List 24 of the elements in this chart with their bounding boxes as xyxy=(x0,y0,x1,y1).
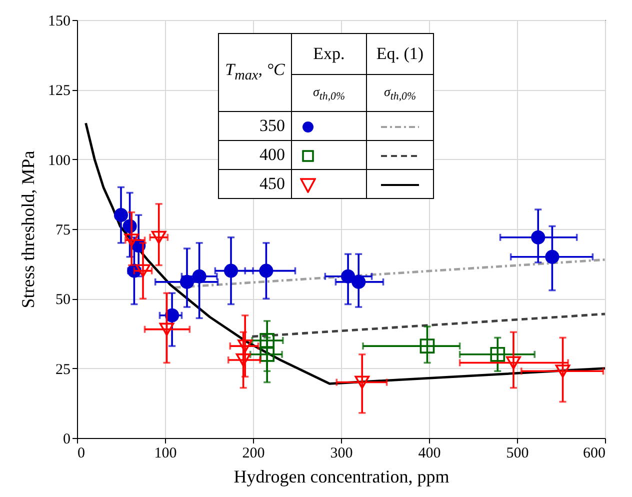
y-tick-label: 50 xyxy=(56,292,70,308)
y-tick-label: 75 xyxy=(56,222,70,238)
x-tick-label: 100 xyxy=(154,446,177,462)
legend-label: 350 xyxy=(218,112,292,140)
annotation: σ$_{th,0%}$ xyxy=(366,74,434,112)
x-tick-label: 300 xyxy=(330,446,353,462)
x-tick-label: 200 xyxy=(242,446,265,462)
legend-title: T$_{max}$, °C xyxy=(225,60,285,84)
y-axis-title: Stress threshold, MPa xyxy=(18,150,38,308)
legend-label: 400 xyxy=(218,140,292,170)
annotation: Eq. (1) xyxy=(366,34,434,74)
x-tick-label: 500 xyxy=(506,446,529,462)
annotation: Exp. xyxy=(292,34,366,74)
x-tick-label: 0 xyxy=(78,446,85,462)
x-tick-label: 400 xyxy=(418,446,441,462)
x-tick-label: 600 xyxy=(583,446,606,462)
x-axis-title: Hydrogen concentration, ppm xyxy=(234,466,450,486)
legend-label: 450 xyxy=(218,170,292,198)
annotation: σ$_{th,0%}$ xyxy=(292,74,366,112)
y-tick-label: 0 xyxy=(63,432,70,448)
y-tick-label: 150 xyxy=(48,14,70,30)
y-tick-label: 125 xyxy=(48,83,70,100)
y-tick-label: 100 xyxy=(48,152,70,169)
y-tick-label: 25 xyxy=(56,362,70,378)
